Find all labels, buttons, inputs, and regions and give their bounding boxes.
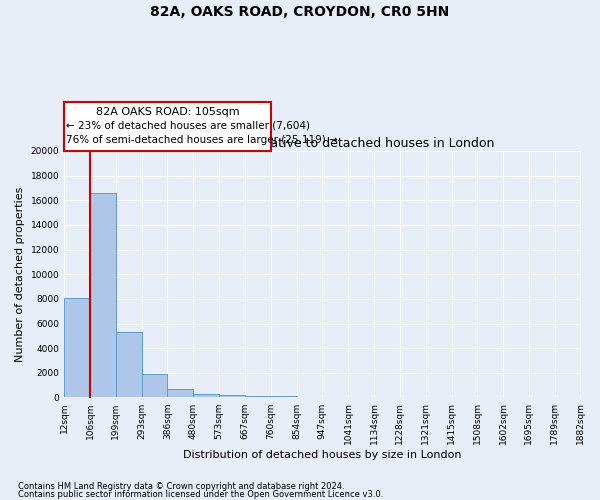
Text: 82A OAKS ROAD: 105sqm: 82A OAKS ROAD: 105sqm bbox=[95, 106, 239, 117]
Title: Size of property relative to detached houses in London: Size of property relative to detached ho… bbox=[151, 137, 494, 150]
Bar bbox=[167, 390, 193, 398]
Text: Contains HM Land Registry data © Crown copyright and database right 2024.: Contains HM Land Registry data © Crown c… bbox=[18, 482, 344, 491]
Text: Contains public sector information licensed under the Open Government Licence v3: Contains public sector information licen… bbox=[18, 490, 383, 499]
Bar bbox=[116, 332, 142, 398]
Bar bbox=[193, 394, 219, 398]
Text: 76% of semi-detached houses are larger (25,119) →: 76% of semi-detached houses are larger (… bbox=[67, 135, 338, 145]
Text: 82A, OAKS ROAD, CROYDON, CR0 5HN: 82A, OAKS ROAD, CROYDON, CR0 5HN bbox=[151, 5, 449, 19]
Bar bbox=[64, 298, 90, 398]
Bar bbox=[142, 374, 167, 398]
Y-axis label: Number of detached properties: Number of detached properties bbox=[15, 186, 25, 362]
Bar bbox=[245, 396, 271, 398]
Bar bbox=[64, 102, 271, 151]
X-axis label: Distribution of detached houses by size in London: Distribution of detached houses by size … bbox=[183, 450, 461, 460]
Bar bbox=[90, 193, 116, 398]
Text: ← 23% of detached houses are smaller (7,604): ← 23% of detached houses are smaller (7,… bbox=[67, 120, 310, 130]
Bar bbox=[271, 396, 296, 398]
Bar bbox=[219, 395, 245, 398]
